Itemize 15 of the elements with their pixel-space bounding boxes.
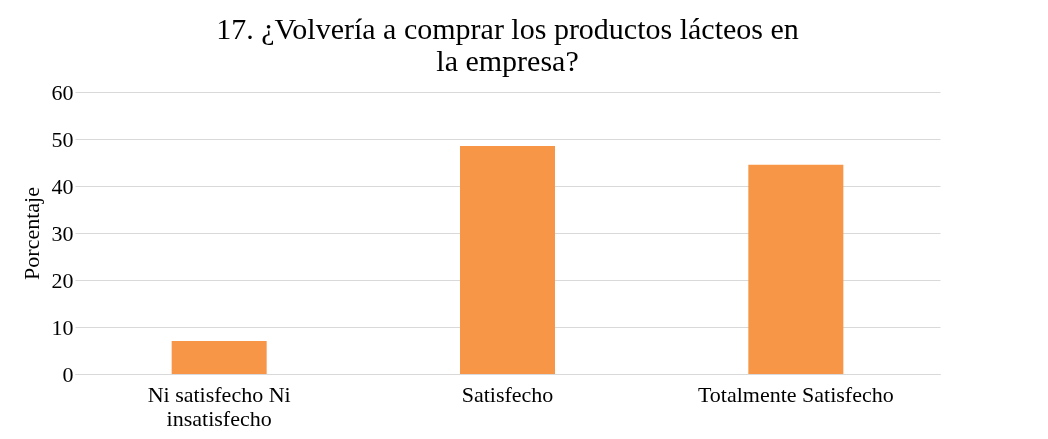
x-tick-label: Ni satisfecho Ni insatisfecho [147,381,291,431]
x-tick-label: Totalmente Satisfecho [697,381,894,407]
y-tick-label: 20 [51,267,74,293]
bar [748,164,844,374]
y-tick-label: 60 [51,79,74,105]
y-tick-label: 30 [51,220,74,246]
y-tick-label: 50 [51,126,74,152]
chart-title: 17. ¿Volvería a comprar los productos lácteos en la empresa? [216,12,799,77]
y-tick-label: 0 [62,361,74,387]
x-tick-label: Satisfecho [461,381,554,407]
y-tick-label: 10 [51,314,74,340]
bar [460,146,555,374]
y-tick-label: 40 [51,173,74,199]
y-axis-title: Porcentaje [18,187,44,280]
bar [171,341,267,374]
